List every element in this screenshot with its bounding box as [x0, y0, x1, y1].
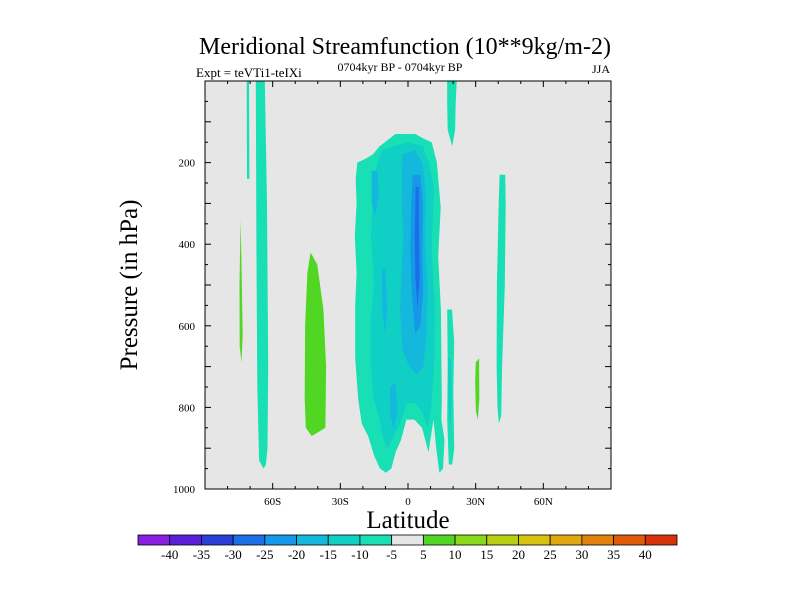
y-axis: 200 400 600 800 1000: [173, 100, 611, 496]
contour-blob-s: [390, 382, 398, 428]
x-axis-label: Latitude: [366, 507, 449, 534]
colorbar-swatch: [232, 534, 266, 546]
colorbar-label: 10: [449, 547, 462, 562]
colorbar-label: 20: [512, 547, 525, 562]
colorbar-swatch: [201, 534, 234, 546]
y-tick-label: 600: [179, 321, 196, 333]
contour-band-40n: [496, 174, 506, 424]
contour-blob-w1: [371, 170, 379, 216]
colorbar-label: -20: [288, 547, 305, 562]
chart-subtitle: 0704kyr BP - 0704kyr BP: [338, 60, 463, 74]
colorbar-swatch: [296, 534, 329, 546]
colorbar-label: 15: [480, 547, 493, 562]
chart-season-label: JJA: [592, 62, 610, 76]
colorbar-label: -40: [161, 547, 178, 562]
colorbar-swatch: [644, 534, 678, 546]
contour-band-sh-60s: [255, 81, 269, 469]
x-tick-label: 30N: [466, 496, 485, 508]
colorbar-label: -35: [193, 547, 210, 562]
contour-regions: [239, 81, 506, 473]
colorbar-label: 40: [639, 547, 652, 562]
y-tick-label: 800: [179, 402, 196, 414]
contour-band-sh-thin: [246, 81, 250, 179]
x-tick-label: 30S: [332, 496, 349, 508]
colorbar-label: -15: [320, 547, 337, 562]
x-tick-label: 60S: [264, 496, 281, 508]
colorbar-label: 25: [544, 547, 557, 562]
colorbar-label: -25: [256, 547, 273, 562]
colorbar-label: 35: [607, 547, 620, 562]
y-tick-label: 1000: [173, 484, 196, 496]
chart-title: Meridional Streamfunction (10**9kg/m-2): [199, 34, 611, 60]
colorbar-swatch: [359, 534, 393, 546]
colorbar-label: -5: [386, 547, 397, 562]
colorbar-swatch: [264, 534, 297, 546]
colorbar-swatch: [613, 534, 646, 546]
contour-top-20n: [447, 81, 457, 147]
colorbar-swatch: [169, 534, 202, 546]
chart-left-label: Expt = teVTi1-teIXi: [196, 65, 302, 80]
contour-blob-w2: [382, 268, 388, 334]
colorbar-swatch: [454, 534, 488, 546]
colorbar-swatch: [422, 534, 456, 546]
colorbar-label: 5: [420, 547, 427, 562]
contour-sub-30n-b: [448, 358, 452, 432]
y-axis-label: Pressure (in hPa): [116, 200, 143, 371]
x-tick-label: 60N: [534, 496, 553, 508]
contour-inner-d: [414, 187, 420, 310]
colorbar-swatch: [486, 534, 519, 546]
contour-green-75s: [239, 219, 243, 363]
contour-green-45s: [304, 252, 327, 436]
colorbar-label: -30: [224, 547, 241, 562]
colorbar-swatch: [327, 534, 361, 546]
colorbar-swatch: [581, 534, 614, 546]
colorbar-swatch: [391, 534, 424, 546]
x-axis: 60S 30S 0 30N 60N: [204, 81, 612, 508]
colorbar-swatch: [518, 534, 551, 546]
contour-green-30n: [475, 358, 480, 420]
x-tick-label: 0: [405, 496, 411, 508]
colorbar-swatch: [549, 534, 583, 546]
colorbar-label: -10: [351, 547, 368, 562]
y-tick-label: 200: [179, 158, 196, 170]
y-tick-label: 400: [179, 239, 196, 251]
colorbar: -40 -35 -30 -25 -20 -15 -10 -5 5 10 15 20 25 30 35 40: [137, 534, 678, 562]
colorbar-label: 30: [575, 547, 588, 562]
colorbar-swatch: [137, 534, 171, 546]
